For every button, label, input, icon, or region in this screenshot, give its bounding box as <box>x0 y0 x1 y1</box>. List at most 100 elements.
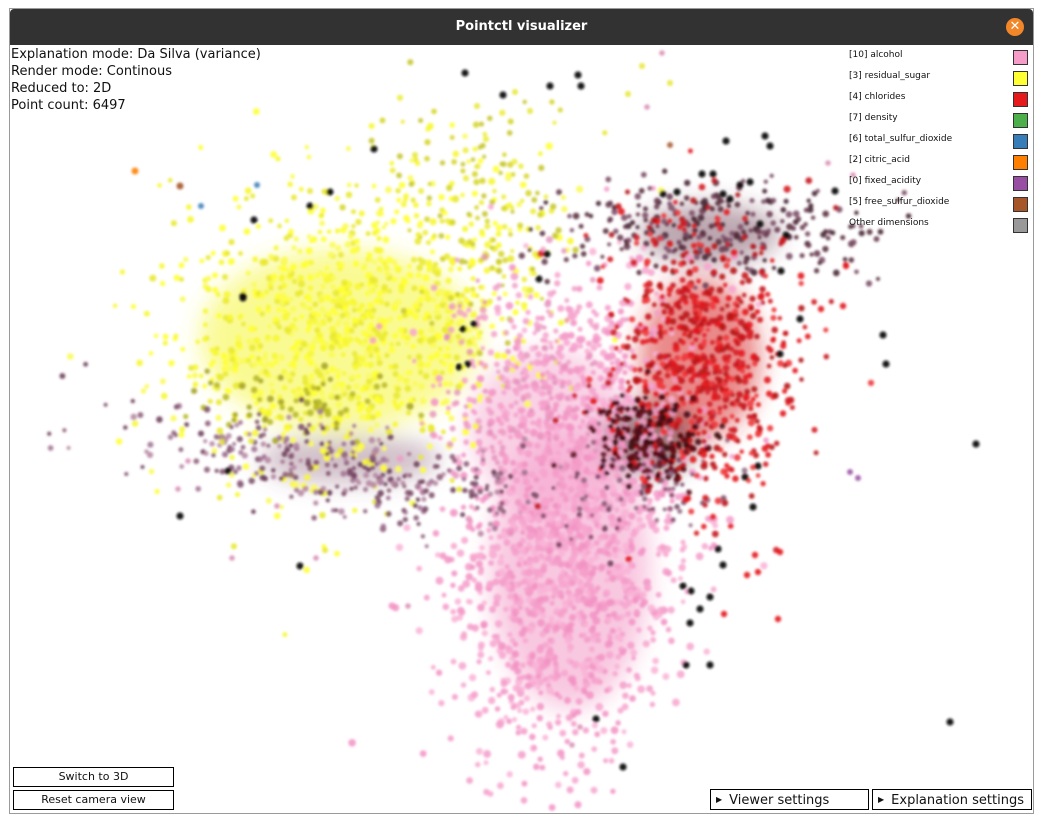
plot-point <box>470 383 478 391</box>
plot-point <box>591 637 597 644</box>
plot-point <box>702 332 707 338</box>
plot-point <box>743 396 748 402</box>
plot-point <box>670 386 675 392</box>
plot-point <box>533 763 540 771</box>
plot-point <box>545 236 553 244</box>
plot-point <box>585 691 594 700</box>
plot-point <box>610 788 616 794</box>
plot-point <box>446 468 452 473</box>
plot-point <box>671 486 676 491</box>
plot-point <box>477 651 485 659</box>
close-button[interactable]: ✕ <box>1006 18 1024 36</box>
plot-point <box>556 541 562 548</box>
plot-point <box>633 434 641 442</box>
plot-point <box>232 195 239 202</box>
plot-point <box>488 560 495 566</box>
plot-point <box>470 441 477 449</box>
plot-point <box>298 396 305 403</box>
plot-point <box>470 286 476 292</box>
plot-point <box>422 289 430 297</box>
plot-point <box>743 220 750 226</box>
plot-point <box>305 457 311 463</box>
plot-point <box>517 604 523 611</box>
plot-point <box>767 298 773 304</box>
plot-point <box>610 486 618 494</box>
plot-point <box>390 218 397 225</box>
plot-point <box>324 410 332 418</box>
plot-point <box>565 589 572 596</box>
plot-point <box>115 438 123 445</box>
plot-point <box>700 523 707 530</box>
plot-point <box>466 623 474 631</box>
plot-point <box>672 469 678 475</box>
plot-point <box>501 194 507 200</box>
plot-point <box>438 359 444 364</box>
plot-point <box>326 188 334 196</box>
explanation-settings-toggle[interactable]: ▶ Explanation settings <box>872 789 1032 810</box>
plot-point <box>427 314 432 320</box>
plot-point <box>504 582 512 590</box>
plot-point <box>288 332 294 337</box>
plot-point <box>148 468 155 475</box>
plot-point <box>596 284 603 291</box>
plot-point <box>407 309 415 316</box>
plot-point <box>507 693 515 701</box>
plot-point <box>487 655 494 662</box>
plot-point <box>660 428 668 436</box>
plot-point <box>686 642 695 651</box>
plot-point <box>619 434 626 442</box>
plot-point <box>484 241 492 249</box>
plot-point <box>515 678 523 686</box>
plot-point <box>873 236 880 242</box>
plot-point <box>390 480 397 487</box>
plot-point <box>600 254 605 259</box>
viewer-settings-toggle[interactable]: ▶ Viewer settings <box>710 789 869 810</box>
reset-camera-button[interactable]: Reset camera view <box>13 790 174 810</box>
plot-point <box>533 344 539 351</box>
plot-point <box>754 309 761 315</box>
plot-point <box>685 431 693 439</box>
plot-point <box>591 500 598 507</box>
plot-point <box>724 473 730 479</box>
render-mode-text: Render mode: Continous <box>11 64 172 79</box>
plot-point <box>604 550 611 556</box>
plot-point <box>442 603 450 611</box>
plot-point <box>736 377 743 384</box>
plot-point <box>376 373 383 380</box>
plot-point <box>650 237 657 244</box>
plot-point <box>722 236 729 244</box>
plot-point <box>219 439 225 445</box>
plot-point <box>711 295 719 303</box>
plot-point <box>375 220 381 225</box>
plot-point <box>620 500 627 507</box>
switch-to-3d-button[interactable]: Switch to 3D <box>13 767 174 787</box>
plot-point <box>223 453 228 458</box>
plot-point <box>369 337 377 344</box>
plot-point <box>618 464 626 472</box>
plot-point <box>566 237 574 245</box>
plot-point <box>621 508 630 517</box>
plot-point <box>290 173 295 179</box>
plot-point <box>447 326 455 334</box>
plot-point <box>565 657 572 664</box>
plot-point <box>471 577 477 583</box>
plot-point <box>456 549 465 558</box>
plot-point <box>248 477 255 485</box>
plot-point <box>495 242 502 249</box>
plot-point <box>379 117 386 124</box>
plot-point <box>513 581 520 588</box>
plot-point <box>470 276 476 282</box>
plot-point <box>312 203 319 210</box>
plot-point <box>500 352 508 360</box>
scatter-plot[interactable] <box>10 45 1033 813</box>
plot-point <box>522 637 529 644</box>
plot-point <box>557 397 562 402</box>
plot-point <box>529 360 534 366</box>
plot-point <box>701 253 709 261</box>
plot-point <box>581 488 588 495</box>
plot-point <box>460 682 467 688</box>
plot-point <box>567 648 573 654</box>
plot-point <box>695 241 702 247</box>
plot-point <box>313 460 319 466</box>
plot-point <box>281 385 288 391</box>
